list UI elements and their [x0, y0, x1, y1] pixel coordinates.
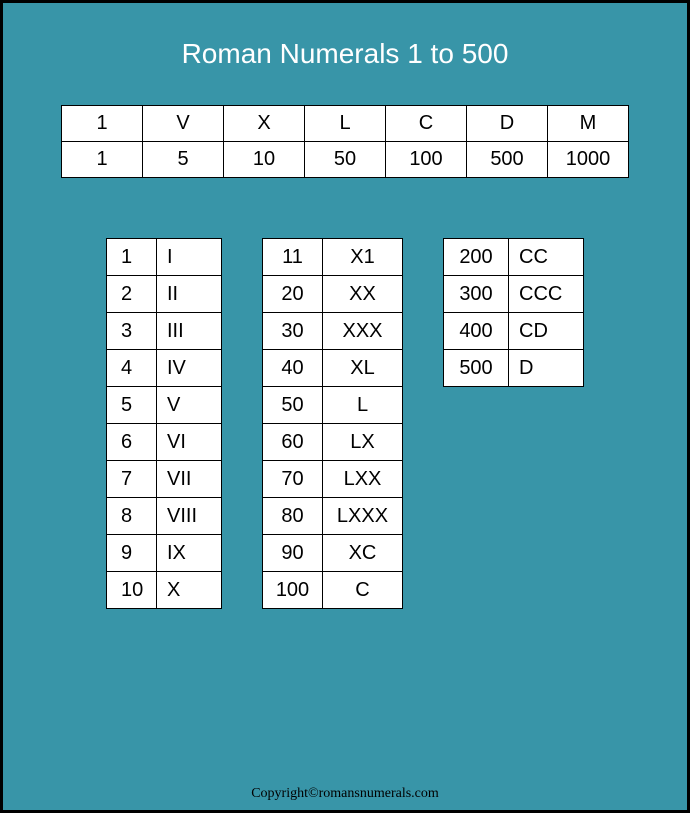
number-cell: 5 [107, 387, 157, 424]
number-cell: 7 [107, 461, 157, 498]
table-row: 50L [263, 387, 403, 424]
legend-cell: D [467, 106, 548, 142]
roman-cell: IX [157, 535, 222, 572]
legend-cell: M [548, 106, 629, 142]
legend-cell: 5 [143, 142, 224, 178]
legend-cell: 1000 [548, 142, 629, 178]
roman-cell: CD [509, 313, 584, 350]
roman-cell: II [157, 276, 222, 313]
roman-cell: LXXX [323, 498, 403, 535]
table-row: 500D [444, 350, 584, 387]
table-row: 10X [107, 572, 222, 609]
table-row: 90XC [263, 535, 403, 572]
legend-cell: L [305, 106, 386, 142]
table-row: 6VI [107, 424, 222, 461]
legend-values-row: 1 5 10 50 100 500 1000 [62, 142, 629, 178]
table-row: 100C [263, 572, 403, 609]
table-row: 70LXX [263, 461, 403, 498]
copyright-text: Copyright©romansnumerals.com [3, 786, 687, 802]
number-cell: 300 [444, 276, 509, 313]
table-11-to-100: 11X120XX30XXX40XL50L60LX70LXX80LXXX90XC1… [262, 238, 403, 609]
roman-cell: XC [323, 535, 403, 572]
number-cell: 11 [263, 239, 323, 276]
roman-cell: C [323, 572, 403, 609]
table-row: 20XX [263, 276, 403, 313]
table-1-to-10: 1I2II3III4IV5V6VI7VII8VIII9IX10X [106, 238, 222, 609]
roman-cell: I [157, 239, 222, 276]
number-cell: 80 [263, 498, 323, 535]
legend-cell: 1 [62, 142, 143, 178]
table-row: 40XL [263, 350, 403, 387]
number-cell: 60 [263, 424, 323, 461]
roman-cell: VIII [157, 498, 222, 535]
legend-cell: 100 [386, 142, 467, 178]
table-row: 8VIII [107, 498, 222, 535]
roman-cell: XX [323, 276, 403, 313]
number-cell: 40 [263, 350, 323, 387]
table-row: 80LXXX [263, 498, 403, 535]
table-row: 11X1 [263, 239, 403, 276]
table-row: 30XXX [263, 313, 403, 350]
tables-row: 1I2II3III4IV5V6VI7VII8VIII9IX10X 11X120X… [3, 238, 687, 609]
number-cell: 200 [444, 239, 509, 276]
number-cell: 3 [107, 313, 157, 350]
page-title: Roman Numerals 1 to 500 [3, 3, 687, 105]
table-row: 4IV [107, 350, 222, 387]
roman-cell: XL [323, 350, 403, 387]
roman-cell: X [157, 572, 222, 609]
table-row: 3III [107, 313, 222, 350]
table-row: 9IX [107, 535, 222, 572]
number-cell: 6 [107, 424, 157, 461]
number-cell: 9 [107, 535, 157, 572]
number-cell: 20 [263, 276, 323, 313]
number-cell: 1 [107, 239, 157, 276]
roman-cell: VI [157, 424, 222, 461]
table-row: 400CD [444, 313, 584, 350]
legend-cell: V [143, 106, 224, 142]
table-row: 7VII [107, 461, 222, 498]
roman-cell: X1 [323, 239, 403, 276]
number-cell: 30 [263, 313, 323, 350]
table-row: 5V [107, 387, 222, 424]
roman-cell: V [157, 387, 222, 424]
roman-cell: VII [157, 461, 222, 498]
roman-cell: III [157, 313, 222, 350]
number-cell: 400 [444, 313, 509, 350]
roman-cell: XXX [323, 313, 403, 350]
roman-cell: D [509, 350, 584, 387]
roman-cell: CC [509, 239, 584, 276]
number-cell: 4 [107, 350, 157, 387]
roman-cell: LX [323, 424, 403, 461]
legend-cell: 500 [467, 142, 548, 178]
number-cell: 10 [107, 572, 157, 609]
legend-cell: C [386, 106, 467, 142]
roman-cell: L [323, 387, 403, 424]
legend-cell: 10 [224, 142, 305, 178]
number-cell: 70 [263, 461, 323, 498]
legend-table: 1 V X L C D M 1 5 10 50 100 500 1000 [61, 105, 629, 178]
legend-cell: X [224, 106, 305, 142]
table-row: 200CC [444, 239, 584, 276]
legend-cell: 50 [305, 142, 386, 178]
roman-cell: IV [157, 350, 222, 387]
roman-cell: CCC [509, 276, 584, 313]
legend-cell: 1 [62, 106, 143, 142]
table-row: 2II [107, 276, 222, 313]
legend-symbols-row: 1 V X L C D M [62, 106, 629, 142]
chart-container: Roman Numerals 1 to 500 1 V X L C D M 1 … [0, 0, 690, 813]
number-cell: 8 [107, 498, 157, 535]
table-200-to-500: 200CC300CCC400CD500D [443, 238, 584, 387]
number-cell: 100 [263, 572, 323, 609]
table-row: 1I [107, 239, 222, 276]
table-row: 300CCC [444, 276, 584, 313]
roman-cell: LXX [323, 461, 403, 498]
number-cell: 90 [263, 535, 323, 572]
number-cell: 50 [263, 387, 323, 424]
number-cell: 2 [107, 276, 157, 313]
table-row: 60LX [263, 424, 403, 461]
number-cell: 500 [444, 350, 509, 387]
